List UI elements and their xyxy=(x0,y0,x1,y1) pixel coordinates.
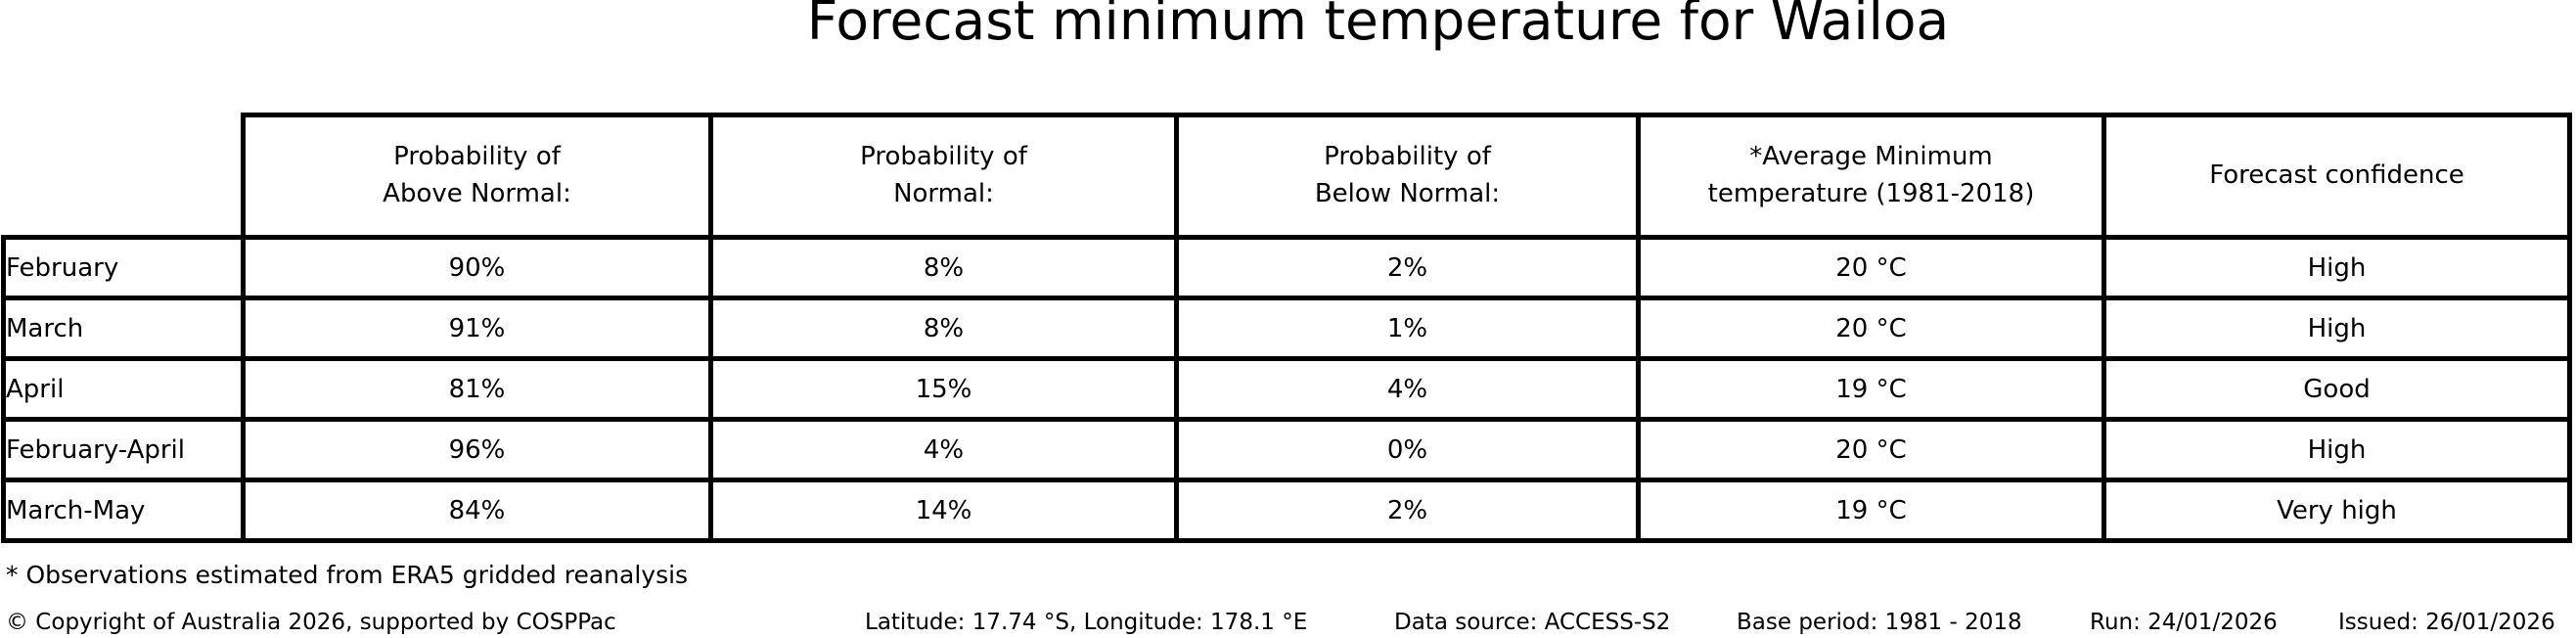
row-label: April xyxy=(1,356,246,422)
table-row: April 81% 15% 4% 19 °C Good xyxy=(1,356,2572,422)
cell-below-normal: 2% xyxy=(1174,478,1641,543)
lat-lon-text: Latitude: 17.74 °S, Longitude: 178.1 °E xyxy=(865,610,1308,635)
cell-above-normal: 90% xyxy=(241,235,713,300)
cell-average-min-temp: 20 °C xyxy=(1636,417,2106,482)
cell-average-min-temp: 20 °C xyxy=(1636,296,2106,361)
header-cell-above-normal: Probability of Above Normal: xyxy=(241,113,713,240)
cell-forecast-confidence: High xyxy=(2101,296,2572,361)
data-source-text: Data source: ACCESS-S2 xyxy=(1394,610,1671,635)
cell-normal: 8% xyxy=(708,235,1179,300)
table-row: February 90% 8% 2% 20 °C High xyxy=(1,235,2572,300)
cell-below-normal: 2% xyxy=(1174,235,1641,300)
header-cell-below-normal: Probability of Below Normal: xyxy=(1174,113,1641,240)
row-label: March-May xyxy=(1,478,246,543)
page-title: Forecast minimum temperature for Wailoa xyxy=(806,0,1950,52)
table-row: February-April 96% 4% 0% 20 °C High xyxy=(1,417,2572,482)
observations-footnote: * Observations estimated from ERA5 gridd… xyxy=(6,561,689,589)
issued-date-text: Issued: 26/01/2026 xyxy=(2338,610,2555,635)
cell-average-min-temp: 19 °C xyxy=(1636,478,2106,543)
cell-forecast-confidence: Very high xyxy=(2101,478,2572,543)
table-row: March-May 84% 14% 2% 19 °C Very high xyxy=(1,478,2572,543)
cell-average-min-temp: 19 °C xyxy=(1636,356,2106,422)
cell-below-normal: 1% xyxy=(1174,296,1641,361)
cell-below-normal: 0% xyxy=(1174,417,1641,482)
cell-forecast-confidence: High xyxy=(2101,417,2572,482)
copyright-text: © Copyright of Australia 2026, supported… xyxy=(6,610,616,635)
cell-forecast-confidence: High xyxy=(2101,235,2572,300)
header-cell-normal: Probability of Normal: xyxy=(708,113,1179,240)
forecast-table: Probability of Above Normal: Probability… xyxy=(1,113,2572,543)
run-date-text: Run: 24/01/2026 xyxy=(2090,610,2278,635)
cell-normal: 4% xyxy=(708,417,1179,482)
cell-average-min-temp: 20 °C xyxy=(1636,235,2106,300)
cell-normal: 14% xyxy=(708,478,1179,543)
cell-above-normal: 96% xyxy=(241,417,713,482)
cell-normal: 15% xyxy=(708,356,1179,422)
cell-above-normal: 91% xyxy=(241,296,713,361)
table-header-row: Probability of Above Normal: Probability… xyxy=(4,113,2572,240)
row-label: February xyxy=(1,235,246,300)
cell-forecast-confidence: Good xyxy=(2101,356,2572,422)
header-cell-average-min-temp: *Average Minimum temperature (1981-2018) xyxy=(1636,113,2106,240)
cell-below-normal: 4% xyxy=(1174,356,1641,422)
base-period-text: Base period: 1981 - 2018 xyxy=(1737,610,2022,635)
cell-above-normal: 84% xyxy=(241,478,713,543)
table-corner-cell xyxy=(4,115,244,238)
cell-above-normal: 81% xyxy=(241,356,713,422)
row-label: February-April xyxy=(1,417,246,482)
row-label: March xyxy=(1,296,246,361)
header-cell-forecast-confidence: Forecast confidence xyxy=(2101,113,2572,240)
table-row: March 91% 8% 1% 20 °C High xyxy=(1,296,2572,361)
cell-normal: 8% xyxy=(708,296,1179,361)
